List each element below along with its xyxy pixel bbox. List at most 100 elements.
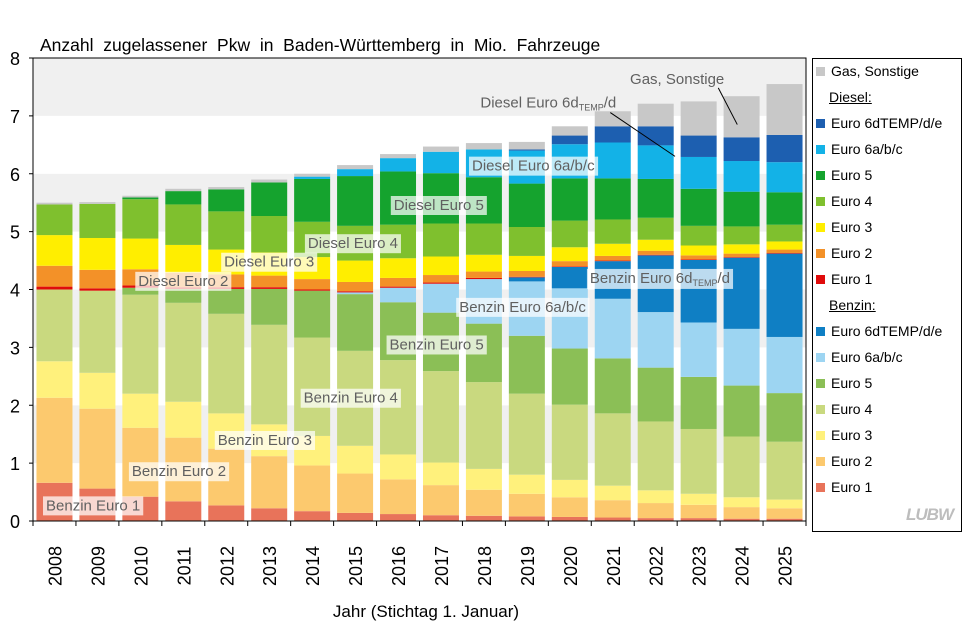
bar-segment-diesel-euro-2-2021 — [594, 255, 631, 261]
bar-segment-diesel-euro-3-2024 — [723, 244, 760, 254]
bar-segment-gas-sonstige-2020 — [551, 126, 588, 136]
bar-segment-diesel-euro-6dtemp-d-e-2019 — [508, 149, 545, 151]
bar-segment-diesel-euro-3-2023 — [680, 245, 717, 256]
bar-segment-benzin-euro-1-2014 — [294, 511, 331, 521]
annotation-box — [221, 252, 318, 272]
bar-segment-benzin-euro-5-2025 — [766, 393, 803, 442]
bar-segment-benzin-euro-1-2024 — [723, 518, 760, 521]
bar-segment-benzin-euro-6a-b-c-2017 — [422, 283, 459, 313]
bar-segment-benzin-euro-4-2018 — [465, 382, 502, 469]
bar-segment-benzin-euro-6dtemp-d-e-2019 — [508, 277, 545, 282]
plot-band — [33, 58, 806, 116]
legend-item-benzin-euro-6dtemp-d-e: Euro 6dTEMP/d/e — [816, 321, 942, 341]
lubw-logo: LUBW — [906, 505, 954, 524]
y-tick-label: 5 — [10, 223, 20, 243]
legend-swatch — [816, 482, 825, 492]
bar-segment-diesel-euro-1-2022 — [637, 254, 674, 256]
bar-segment-gas-sonstige-2023 — [680, 101, 717, 136]
bar-segment-benzin-euro-5-2014 — [294, 290, 331, 338]
bar-segment-gas-sonstige-2013 — [251, 179, 288, 183]
bar-segment-benzin-euro-1-2023 — [680, 518, 717, 521]
annotation-box — [456, 297, 590, 317]
legend-heading-benzin: Benzin: — [829, 297, 876, 313]
bar-segment-diesel-euro-5-2024 — [723, 191, 760, 227]
legend-item-benzin-euro-1: Euro 1 — [816, 477, 872, 497]
annotation-diesel-euro-2: Diesel Euro 2 — [135, 271, 232, 291]
bar-segment-benzin-euro-6dtemp-d-e-2025 — [766, 253, 803, 337]
bar-segment-diesel-euro-3-2021 — [594, 243, 631, 256]
bar-segment-benzin-euro-1-2021 — [594, 517, 631, 521]
bar-segment-benzin-euro-5-2023 — [680, 376, 717, 429]
bar-segment-diesel-euro-5-2022 — [637, 178, 674, 218]
legend-swatch — [816, 222, 825, 232]
bar-segment-benzin-euro-5-2022 — [637, 367, 674, 422]
bar-segment-diesel-euro-3-2009 — [79, 237, 116, 270]
bar-segment-diesel-euro-6dtemp-d-e-2023 — [680, 135, 717, 157]
bar-segment-diesel-euro-4-2017 — [422, 223, 459, 257]
legend-item-gas: Gas, Sonstige — [816, 61, 919, 81]
bar-segment-diesel-euro-1-2024 — [723, 257, 760, 258]
bar-segment-diesel-euro-4-2025 — [766, 224, 803, 242]
legend-label: Euro 6a/b/c — [831, 141, 903, 157]
bar-segment-benzin-euro-4-2023 — [680, 428, 717, 494]
bar-segment-gas-sonstige-2021 — [594, 111, 631, 127]
bar-segment-benzin-euro-4-2019 — [508, 393, 545, 475]
x-tick-label: 2012 — [217, 546, 237, 586]
bar-segment-benzin-euro-2-2023 — [680, 504, 717, 519]
annotation-diesel-euro-6a-b-c: Diesel Euro 6a/b/c — [469, 156, 599, 176]
bar-segment-diesel-euro-4-2011 — [165, 204, 202, 245]
bar-segment-benzin-euro-4-2014 — [294, 337, 331, 436]
y-tick-label: 4 — [10, 281, 20, 301]
bar-segment-benzin-euro-3-2018 — [465, 468, 502, 490]
annotation-benzin-euro-3: Benzin Euro 3 — [214, 430, 316, 450]
annotation-diesel-euro-4: Diesel Euro 4 — [304, 234, 401, 254]
x-tick-label: 2016 — [389, 546, 409, 586]
bar-segment-gas-sonstige-2017 — [422, 146, 459, 152]
legend-label: Euro 1 — [831, 479, 873, 495]
bar-segment-diesel-euro-4-2009 — [79, 203, 116, 238]
legend-label: Euro 6dTEMP/d/e — [831, 323, 943, 339]
bar-segment-benzin-euro-1-2018 — [465, 515, 502, 521]
bar-segment-benzin-euro-2-2008 — [36, 397, 73, 483]
bar-segment-benzin-euro-3-2024 — [723, 497, 760, 508]
bar-segment-gas-sonstige-2012 — [208, 187, 245, 190]
annotation-box — [128, 462, 230, 482]
legend-label: Euro 5 — [831, 375, 873, 391]
bar-segment-diesel-euro-1-2008 — [36, 286, 73, 290]
bar-segment-diesel-euro-1-2025 — [766, 253, 803, 254]
bar-segment-benzin-euro-2-2016 — [380, 479, 417, 515]
bar-segment-diesel-euro-1-2017 — [422, 282, 459, 284]
bar-segment-benzin-euro-4-2022 — [637, 421, 674, 491]
bar-segment-diesel-euro-6a-b-c-2025 — [766, 162, 803, 193]
bar-segment-benzin-euro-3-2010 — [122, 393, 159, 428]
bar-segment-gas-sonstige-2011 — [165, 188, 202, 192]
legend-swatch — [816, 66, 825, 76]
annotation-label: Diesel Euro 2 — [138, 273, 228, 290]
bar-segment-diesel-euro-3-2008 — [36, 235, 73, 266]
bar-segment-diesel-euro-5-2019 — [508, 183, 545, 227]
legend-item-benzin-euro-4: Euro 4 — [816, 399, 872, 419]
legend-swatch — [816, 326, 825, 336]
bar-segment-benzin-euro-3-2022 — [637, 490, 674, 504]
annotation-label: Diesel Euro 4 — [308, 235, 398, 252]
bar-segment-benzin-euro-3-2020 — [551, 479, 588, 498]
bar-segment-diesel-euro-4-2021 — [594, 219, 631, 244]
plot-background — [33, 58, 806, 521]
bar-segment-benzin-euro-1-2011 — [165, 501, 202, 521]
bar-segment-diesel-euro-3-2022 — [637, 239, 674, 251]
legend-label: Euro 6a/b/c — [831, 349, 903, 365]
bar-segment-benzin-euro-2-2019 — [508, 493, 545, 517]
bar-segment-benzin-euro-4-2013 — [251, 324, 288, 425]
y-tick-label: 7 — [10, 107, 20, 127]
bar-segment-diesel-euro-1-2020 — [551, 266, 588, 267]
annotation-label: Benzin Euro 3 — [218, 432, 312, 449]
bar-segment-diesel-euro-4-2019 — [508, 226, 545, 256]
bar-segment-gas-sonstige-2009 — [79, 202, 116, 204]
legend-swatch — [816, 404, 825, 414]
bar-segment-diesel-euro-6a-b-c-2017 — [422, 151, 459, 174]
bar-segment-benzin-euro-6a-b-c-2021 — [594, 298, 631, 359]
legend-swatch — [816, 170, 825, 180]
bar-segment-diesel-euro-6dtemp-d-e-2020 — [551, 135, 588, 145]
bar-segment-diesel-euro-5-2023 — [680, 188, 717, 226]
bar-segment-diesel-euro-3-2019 — [508, 255, 545, 271]
